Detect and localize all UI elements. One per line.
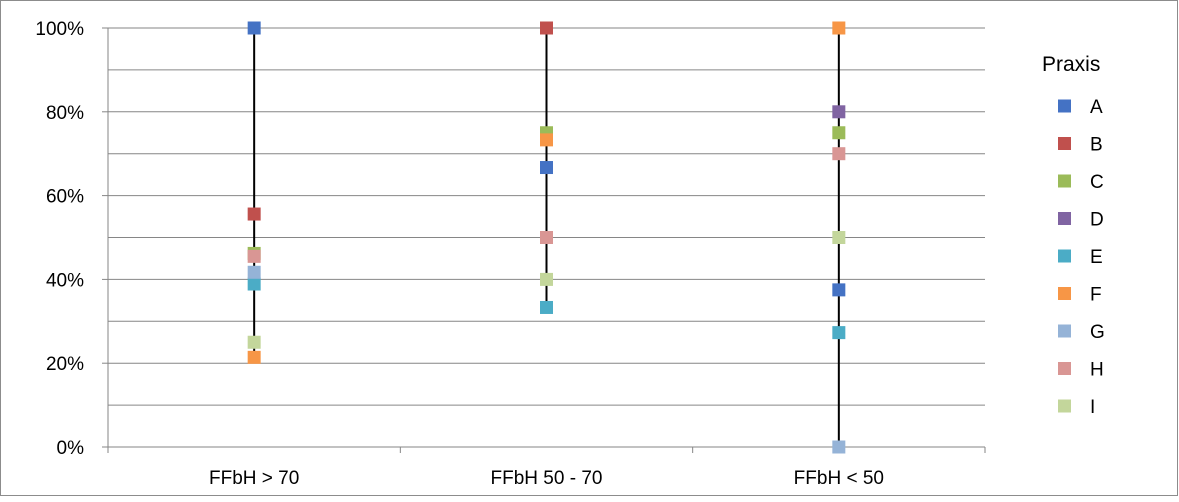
legend-swatch: [1058, 249, 1071, 263]
legend-label: H: [1090, 360, 1104, 381]
legend-label: B: [1090, 135, 1103, 156]
legend-swatch: [1058, 324, 1071, 338]
data-point-b: [247, 207, 261, 221]
legend-title: Praxis: [1042, 53, 1100, 76]
data-point-h: [832, 147, 846, 161]
data-point-a: [247, 21, 261, 35]
data-point-d: [832, 105, 846, 119]
data-point-f: [832, 21, 846, 35]
legend-swatch: [1058, 287, 1071, 300]
y-tick-label: 60%: [46, 187, 84, 208]
legend-swatch: [1058, 99, 1071, 113]
legend-label: C: [1090, 172, 1104, 193]
data-point-e: [247, 277, 261, 291]
data-point-g: [247, 265, 261, 279]
y-tick-label: 100%: [35, 19, 84, 40]
legend-label: F: [1090, 285, 1102, 306]
data-point-i: [540, 272, 553, 286]
data-point-h: [540, 231, 553, 244]
data-point-f: [540, 133, 553, 147]
legend-swatch: [1058, 362, 1071, 375]
legend-label: A: [1090, 97, 1103, 118]
data-point-a: [540, 161, 553, 175]
y-tick-label: 20%: [46, 354, 84, 375]
legend-label: E: [1090, 247, 1103, 268]
data-point-a: [832, 283, 846, 297]
data-point-i: [247, 335, 261, 349]
legend-label: I: [1090, 397, 1095, 418]
legend-label: G: [1090, 322, 1105, 343]
data-point-c: [832, 126, 846, 140]
y-tick-label: 0%: [57, 438, 85, 459]
x-tick-label: FFbH < 50: [794, 468, 884, 489]
data-point-e: [832, 326, 846, 340]
legend-label: D: [1090, 210, 1104, 231]
x-tick-label: FFbH 50 - 70: [491, 468, 603, 489]
data-points: [247, 21, 846, 454]
legend-swatch: [1058, 137, 1071, 150]
y-tick-label: 40%: [46, 270, 84, 291]
axes: 0% 20% 40% 60% 80% 100% FFbH > 70 FFbH 50 - 70 F…: [35, 19, 986, 489]
x-tick-label: FFbH > 70: [209, 468, 299, 489]
legend-swatch: [1058, 212, 1071, 225]
data-point-g: [832, 440, 846, 454]
data-point-i: [832, 231, 846, 244]
data-point-f: [247, 350, 261, 364]
data-point-b: [540, 21, 553, 35]
legend-swatch: [1058, 174, 1071, 188]
data-point-h: [247, 249, 261, 263]
y-tick-label: 80%: [46, 103, 84, 124]
data-point-e: [540, 300, 553, 314]
legend-swatch: [1058, 399, 1071, 413]
